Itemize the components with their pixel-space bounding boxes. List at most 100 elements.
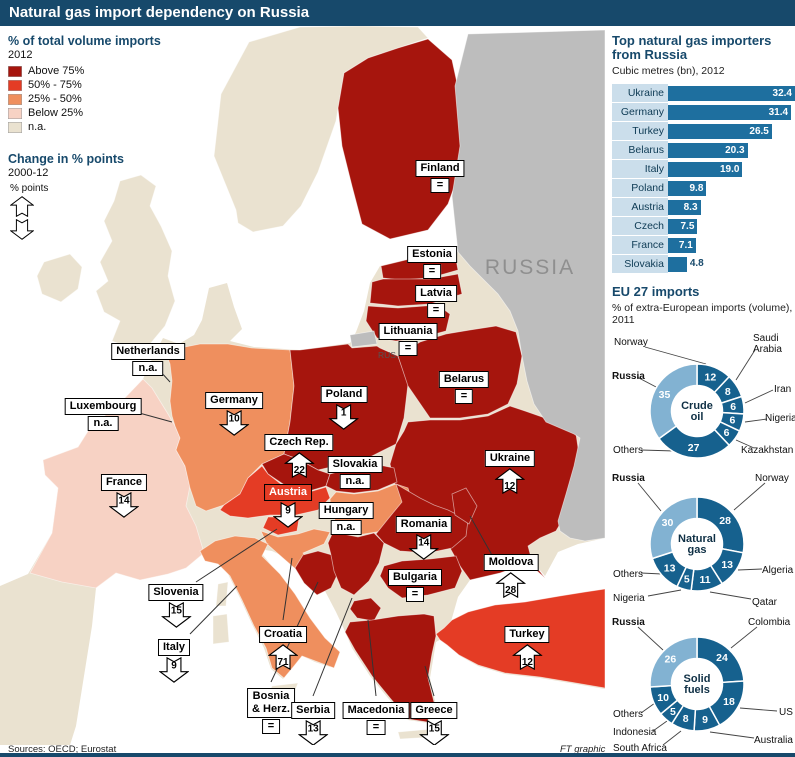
bar-value: 8.3 <box>683 201 698 213</box>
change-badge: 13 <box>291 719 335 745</box>
map-label-france: France 14 <box>100 474 148 518</box>
donut-leader-line <box>709 591 752 600</box>
donut-slice-russia <box>649 363 698 440</box>
bar-track: 26.5 <box>668 122 795 140</box>
country-name-box: Moldova <box>483 554 539 571</box>
svg-text:71: 71 <box>277 657 289 668</box>
country-name-box: Germany <box>205 392 263 409</box>
bar: 20.3 <box>668 142 748 158</box>
donut-label-russia: Russia <box>612 473 645 484</box>
credit-note: FT graphic <box>560 744 606 755</box>
country-shape-corsica <box>215 581 229 607</box>
bar-chart-subtitle: Cubic metres (bn), 2012 <box>612 65 725 77</box>
country-name-box: Greece <box>410 702 458 719</box>
bar-track: 4.8 <box>668 255 795 273</box>
donut-label-qatar: Qatar <box>752 597 778 608</box>
donut-label-norway: Norway <box>614 337 648 348</box>
label-connector-line <box>282 557 293 621</box>
eu27-subtitle: % of extra-European imports (volume), 20… <box>612 302 795 326</box>
change-badge: 15 <box>410 719 457 745</box>
svg-text:13: 13 <box>307 723 319 734</box>
svg-text:10: 10 <box>228 413 240 424</box>
bar-row-france: France 7.1 <box>612 236 795 254</box>
donut-label-nigeria: Nigeria <box>613 593 645 604</box>
donut-center-label: oil <box>691 411 704 423</box>
legend-item-n-a: n.a. <box>8 121 180 133</box>
change-badge: 1 <box>321 403 368 430</box>
country-shape-serbia <box>327 531 385 596</box>
legend-label: 25% - 50% <box>28 93 82 105</box>
country-name-box: Czech Rep. <box>264 434 334 451</box>
donut-slice-value: 5 <box>670 706 676 718</box>
kaliningrad-label: RUS. <box>378 350 398 360</box>
bar-row-belarus: Belarus 20.3 <box>612 141 795 159</box>
donut-label-australia: Australia <box>754 735 793 746</box>
country-name-box: Romania <box>395 516 453 533</box>
donut-label-algeria: Algeria <box>762 565 794 576</box>
down-arrow-icon <box>10 219 34 240</box>
change-badge: = <box>407 264 457 279</box>
donut-label-others: Others <box>613 445 644 456</box>
change-badge: = <box>439 389 489 404</box>
change-badge: 9 <box>264 501 312 528</box>
bar: 7.5 <box>668 218 698 234</box>
donut-leader-line <box>636 376 659 389</box>
svg-text:15: 15 <box>170 605 182 616</box>
down-arrow-icon: 14 <box>408 533 440 560</box>
svg-text:28: 28 <box>505 585 517 596</box>
donut-block-crude-oil: 12 8 6 6 6 27 35 Crude oil Norway Saudi Arabia Russ… <box>605 333 795 467</box>
change-badge: 15 <box>148 601 203 628</box>
donut-slice-value: 10 <box>657 692 669 704</box>
legend-item-25-50: 25% - 50% <box>8 93 180 105</box>
donut-slice-value: 26 <box>665 654 677 666</box>
bar-chart-title: Top natural gas importers from Russia <box>612 34 795 62</box>
donut-slice-value: 24 <box>716 652 728 664</box>
donut-slice-russia <box>649 496 698 560</box>
bar-row-poland: Poland 9.8 <box>612 179 795 197</box>
country-name-box: Lithuania <box>378 323 438 340</box>
donut-leader-line <box>640 702 656 714</box>
country-shape-russia <box>451 29 605 542</box>
change-badge: 9 <box>158 656 190 683</box>
donut-leader-line <box>637 482 662 512</box>
bar-row-austria: Austria 8.3 <box>612 198 795 216</box>
country-name-box: Austria <box>264 484 312 501</box>
donut-slice-value: 12 <box>705 372 717 384</box>
change-badge: 28 <box>484 572 539 599</box>
donut-slice-value: 6 <box>724 427 730 439</box>
country-name-box: Finland <box>415 160 465 177</box>
country-shape-kaliningrad <box>349 330 378 348</box>
bar-chart: Ukraine 32.4 Germany 31.4 Turkey 26.5 Belarus 2… <box>612 84 795 273</box>
legend-swatch <box>8 121 22 133</box>
donut-label-others: Others <box>613 709 644 720</box>
up-arrow-icon: 12 <box>511 644 543 671</box>
country-name-box: Estonia <box>407 246 457 263</box>
change-legend-period: 2000-12 <box>8 167 49 179</box>
map-label-slovenia: Slovenia 15 <box>148 584 204 628</box>
map-label-czech-rep: Czech Rep. 22 <box>264 434 334 479</box>
country-name-box: Bosnia & Herz. <box>247 688 295 718</box>
donut-label-saudi-arabia: Saudi Arabia <box>753 333 782 355</box>
map-label-poland: Poland 1 <box>320 386 368 430</box>
up-arrow-icon <box>10 196 34 217</box>
map-label-belarus: Belarus = <box>438 371 490 404</box>
bar: 8.3 <box>668 199 701 215</box>
up-arrow-icon: 22 <box>283 452 315 479</box>
donut-center-label: fuels <box>684 684 710 696</box>
change-value-box: = <box>398 341 418 356</box>
bar-track: 7.1 <box>668 236 795 254</box>
bar-track: 8.3 <box>668 198 795 216</box>
change-value-box: = <box>422 264 442 279</box>
map-label-germany: Germany 10 <box>205 392 263 436</box>
bar-row-turkey: Turkey 26.5 <box>612 122 795 140</box>
bar-value: 9.8 <box>689 182 704 194</box>
map-label-hungary: Hungary n.a. <box>318 502 374 535</box>
change-badge: 12 <box>504 644 549 671</box>
donut-center-label: gas <box>688 544 707 556</box>
bar-row-ukraine: Ukraine 32.4 <box>612 84 795 102</box>
up-arrow-icon: 12 <box>494 468 526 495</box>
country-name-box: Poland <box>320 386 368 403</box>
bar-category-label: Turkey <box>612 122 668 140</box>
